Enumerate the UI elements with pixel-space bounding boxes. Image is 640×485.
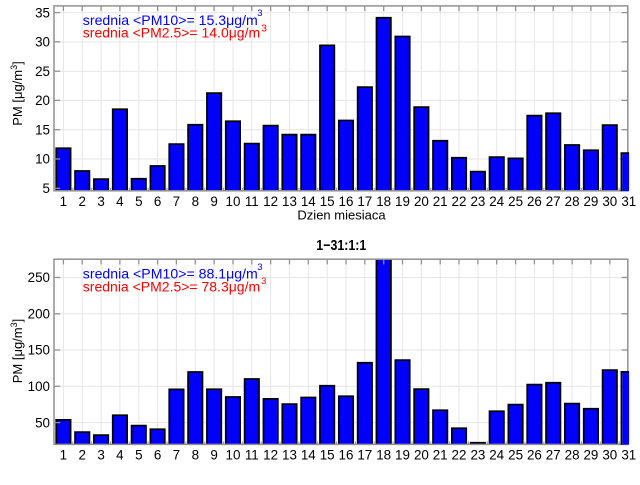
svg-text:4: 4: [116, 194, 124, 209]
svg-text:7: 7: [173, 194, 180, 209]
svg-text:50: 50: [35, 415, 50, 430]
svg-text:25: 25: [508, 194, 523, 209]
svg-text:30: 30: [602, 448, 617, 463]
svg-text:31: 31: [621, 194, 636, 209]
svg-text:PM [μg/m3]: PM [μg/m3]: [9, 319, 25, 384]
svg-text:30: 30: [602, 194, 617, 209]
svg-text:29: 29: [583, 194, 598, 209]
svg-text:14: 14: [301, 194, 316, 209]
svg-text:13: 13: [282, 194, 297, 209]
svg-text:Dzien miesiaca: Dzien miesiaca: [297, 208, 386, 223]
svg-text:24: 24: [489, 194, 504, 209]
svg-text:200: 200: [28, 307, 50, 322]
svg-text:8: 8: [192, 448, 199, 463]
svg-text:8: 8: [192, 194, 199, 209]
svg-text:20: 20: [414, 448, 429, 463]
svg-text:17: 17: [357, 448, 372, 463]
svg-text:10: 10: [226, 448, 241, 463]
svg-text:2: 2: [78, 448, 85, 463]
svg-text:26: 26: [527, 194, 542, 209]
svg-text:25: 25: [508, 448, 523, 463]
svg-text:srednia <PM2.5>= 78.3μg/m: srednia <PM2.5>= 78.3μg/m: [83, 278, 260, 294]
svg-text:31: 31: [621, 448, 636, 463]
svg-text:12: 12: [263, 448, 278, 463]
svg-text:27: 27: [546, 448, 561, 463]
svg-text:12: 12: [263, 194, 278, 209]
svg-text:25: 25: [35, 64, 50, 79]
svg-text:3: 3: [97, 448, 104, 463]
svg-text:28: 28: [565, 194, 580, 209]
svg-text:3: 3: [257, 262, 262, 273]
svg-text:19: 19: [395, 448, 410, 463]
svg-text:6: 6: [154, 194, 161, 209]
svg-text:srednia <PM10>= 88.1μg/m: srednia <PM10>= 88.1μg/m: [83, 265, 258, 281]
svg-text:26: 26: [527, 448, 542, 463]
svg-text:16: 16: [339, 448, 354, 463]
svg-text:30: 30: [35, 35, 50, 50]
svg-text:23: 23: [470, 194, 485, 209]
svg-text:18: 18: [376, 448, 391, 463]
svg-text:15: 15: [35, 122, 50, 137]
svg-text:3: 3: [261, 276, 266, 287]
svg-text:5: 5: [135, 194, 142, 209]
svg-text:13: 13: [282, 448, 297, 463]
svg-text:1−31:1:1: 1−31:1:1: [316, 238, 366, 254]
svg-text:5: 5: [43, 181, 50, 196]
svg-text:23: 23: [470, 448, 485, 463]
svg-text:9: 9: [210, 448, 217, 463]
svg-text:35: 35: [35, 5, 50, 20]
svg-text:20: 20: [414, 194, 429, 209]
svg-text:28: 28: [565, 448, 580, 463]
svg-text:29: 29: [583, 448, 598, 463]
svg-text:100: 100: [28, 379, 50, 394]
svg-text:16: 16: [339, 194, 354, 209]
svg-text:250: 250: [28, 270, 50, 285]
svg-text:7: 7: [173, 448, 180, 463]
svg-text:PM [μg/m3]: PM [μg/m3]: [9, 61, 25, 126]
svg-text:18: 18: [376, 194, 391, 209]
svg-text:19: 19: [395, 194, 410, 209]
svg-text:11: 11: [245, 448, 259, 463]
svg-text:1: 1: [60, 448, 67, 463]
svg-text:2: 2: [78, 194, 85, 209]
svg-text:21: 21: [433, 448, 448, 463]
svg-text:3: 3: [261, 23, 267, 35]
svg-text:20: 20: [35, 93, 50, 108]
svg-text:11: 11: [245, 194, 259, 209]
svg-text:150: 150: [28, 343, 50, 358]
svg-text:21: 21: [433, 194, 448, 209]
svg-text:3: 3: [97, 194, 104, 209]
svg-text:srednia <PM2.5>= 14.0μg/m: srednia <PM2.5>= 14.0μg/m: [83, 25, 260, 41]
svg-text:1: 1: [60, 194, 67, 209]
svg-text:15: 15: [320, 194, 335, 209]
svg-text:22: 22: [452, 194, 467, 209]
svg-text:22: 22: [452, 448, 467, 463]
svg-text:14: 14: [301, 448, 316, 463]
svg-text:5: 5: [135, 448, 142, 463]
svg-text:9: 9: [210, 194, 217, 209]
svg-text:24: 24: [489, 448, 504, 463]
svg-text:17: 17: [357, 194, 372, 209]
svg-text:6: 6: [154, 448, 161, 463]
svg-text:10: 10: [226, 194, 241, 209]
svg-text:10: 10: [35, 152, 50, 167]
svg-text:15: 15: [320, 448, 335, 463]
svg-text:3: 3: [257, 8, 262, 19]
svg-text:27: 27: [546, 194, 561, 209]
svg-text:srednia <PM10>= 15.3μg/m: srednia <PM10>= 15.3μg/m: [83, 12, 258, 28]
svg-text:4: 4: [116, 448, 124, 463]
